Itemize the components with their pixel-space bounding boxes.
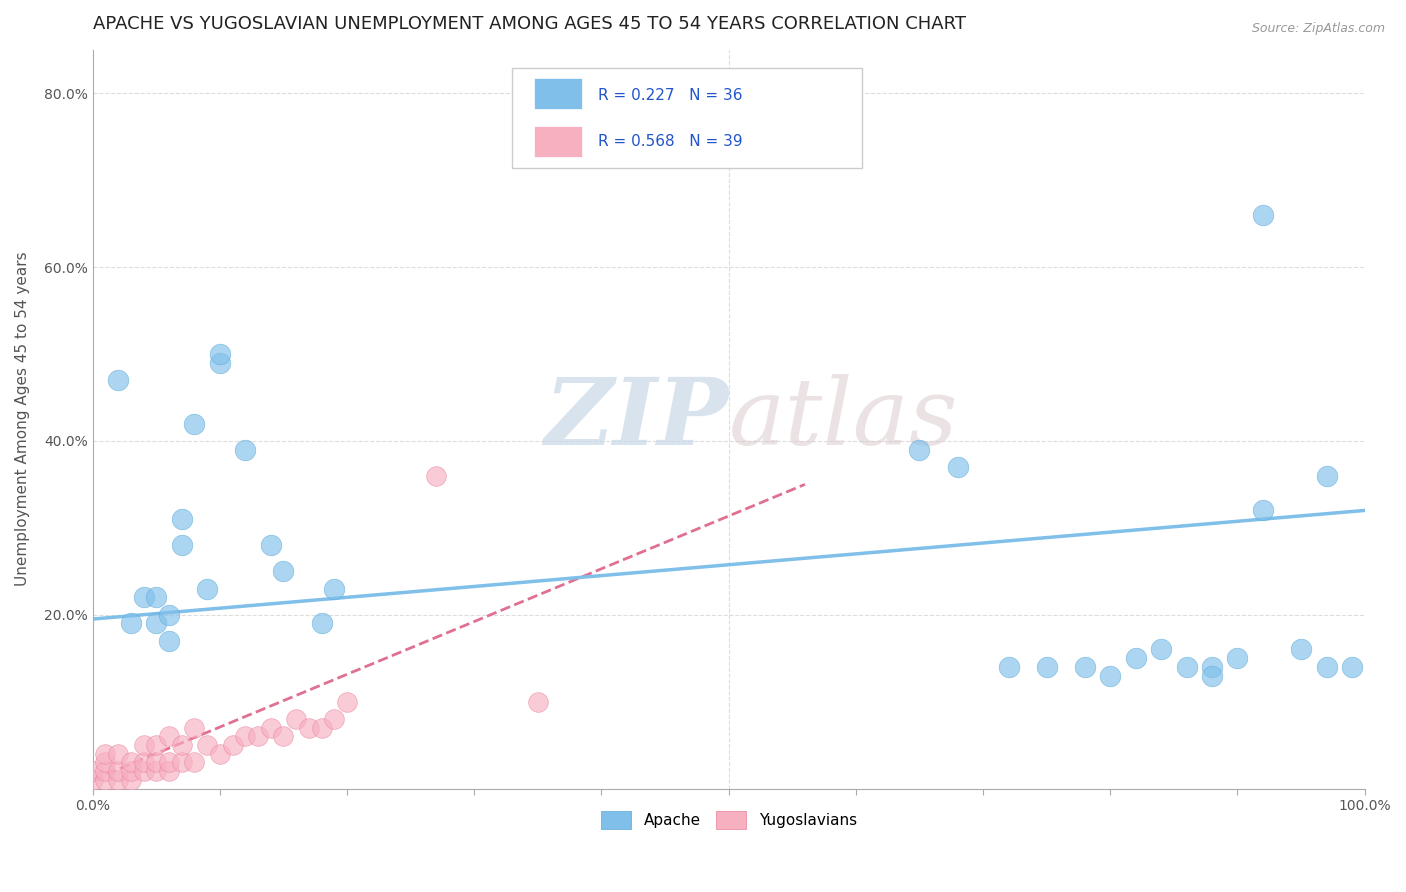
Point: [120, 772, 142, 787]
Point: [145, 616, 167, 631]
FancyBboxPatch shape: [512, 69, 862, 168]
Point: [1175, 660, 1198, 674]
Bar: [534, 78, 582, 110]
Point: [132, 756, 155, 770]
Point: [195, 738, 218, 752]
Point: [1035, 660, 1057, 674]
Point: [94, 764, 117, 779]
Point: [1251, 208, 1274, 222]
Point: [132, 591, 155, 605]
Point: [183, 417, 205, 431]
Point: [107, 373, 129, 387]
Point: [120, 616, 142, 631]
Point: [1226, 651, 1249, 665]
Point: [946, 460, 969, 475]
Point: [107, 772, 129, 787]
Point: [1341, 660, 1364, 674]
Point: [157, 633, 180, 648]
Point: [285, 712, 308, 726]
Text: atlas: atlas: [728, 374, 957, 464]
Point: [1251, 503, 1274, 517]
Point: [145, 756, 167, 770]
Point: [195, 582, 218, 596]
Point: [1315, 468, 1337, 483]
Point: [157, 756, 180, 770]
Point: [1125, 651, 1147, 665]
Point: [336, 695, 359, 709]
Point: [246, 730, 269, 744]
Point: [1315, 660, 1337, 674]
Point: [1099, 668, 1122, 682]
Point: [94, 756, 117, 770]
Point: [183, 756, 205, 770]
Point: [1289, 642, 1312, 657]
Point: [157, 730, 180, 744]
Point: [94, 772, 117, 787]
Point: [157, 607, 180, 622]
Point: [908, 442, 931, 457]
Point: [132, 764, 155, 779]
Point: [120, 756, 142, 770]
Point: [997, 660, 1019, 674]
Point: [170, 756, 193, 770]
Text: ZIP: ZIP: [544, 374, 728, 464]
Point: [157, 764, 180, 779]
Point: [233, 442, 256, 457]
Point: [170, 538, 193, 552]
Point: [82, 772, 104, 787]
Point: [145, 738, 167, 752]
Point: [82, 764, 104, 779]
Point: [273, 730, 295, 744]
Point: [107, 747, 129, 761]
Point: [208, 347, 231, 361]
Point: [260, 721, 283, 735]
Point: [170, 738, 193, 752]
Point: [311, 616, 333, 631]
Point: [233, 730, 256, 744]
Point: [132, 738, 155, 752]
Point: [208, 747, 231, 761]
Point: [145, 764, 167, 779]
Point: [1201, 668, 1223, 682]
Point: [120, 764, 142, 779]
Point: [527, 695, 550, 709]
Point: [94, 747, 117, 761]
Legend: Apache, Yugoslavians: Apache, Yugoslavians: [593, 804, 865, 837]
Point: [260, 538, 283, 552]
Text: Source: ZipAtlas.com: Source: ZipAtlas.com: [1251, 22, 1385, 36]
Point: [425, 468, 447, 483]
Point: [1201, 660, 1223, 674]
Text: APACHE VS YUGOSLAVIAN UNEMPLOYMENT AMONG AGES 45 TO 54 YEARS CORRELATION CHART: APACHE VS YUGOSLAVIAN UNEMPLOYMENT AMONG…: [93, 15, 966, 33]
Point: [183, 721, 205, 735]
Point: [273, 564, 295, 578]
Point: [170, 512, 193, 526]
Bar: [534, 126, 582, 157]
Point: [1150, 642, 1173, 657]
Point: [1074, 660, 1097, 674]
Point: [208, 356, 231, 370]
Y-axis label: Unemployment Among Ages 45 to 54 years: Unemployment Among Ages 45 to 54 years: [15, 252, 30, 587]
Point: [145, 591, 167, 605]
Text: R = 0.227   N = 36: R = 0.227 N = 36: [598, 87, 742, 103]
Point: [311, 721, 333, 735]
Point: [298, 721, 321, 735]
Point: [323, 582, 346, 596]
Point: [107, 764, 129, 779]
Point: [221, 738, 243, 752]
Text: R = 0.568   N = 39: R = 0.568 N = 39: [598, 134, 742, 149]
Point: [323, 712, 346, 726]
